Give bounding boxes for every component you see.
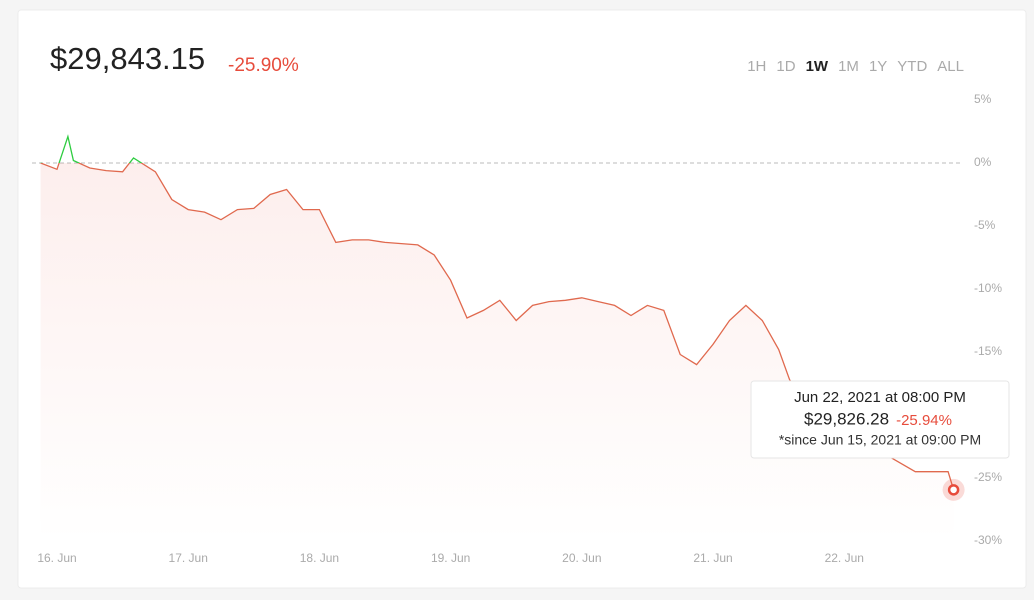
y-tick-label: -25% [974,470,1002,484]
tooltip-date: Jun 22, 2021 at 08:00 PM [794,389,966,406]
marker [947,484,960,496]
y-tick-label: -10% [974,281,1002,295]
tooltip-box [750,380,1010,459]
y-tick-label: -5% [974,218,996,232]
price: $29,843.15 [50,41,205,76]
x-tick-label: 22. Jun [825,551,864,565]
tooltip-price: $29,826.28 [804,409,889,428]
tooltip-change: -25.94% [896,412,952,429]
range-button[interactable]: 1W [806,58,829,75]
tooltip: Jun 22, 2021 at 08:00 PM $29,826.28 -25.94… [750,380,1010,459]
range-button[interactable]: YTD [897,58,927,75]
y-tick-label: -15% [974,344,1002,358]
x-tick-label: 16. Jun [37,551,76,565]
area [40,163,954,541]
change: -25.90% [228,55,299,76]
range-button[interactable]: 1Y [869,58,887,75]
x-tick-label: 20. Jun [562,551,601,565]
x-tick-label: 19. Jun [431,551,470,565]
line [40,163,955,490]
range-button[interactable]: ALL [937,58,964,75]
x-tick-label: 18. Jun [300,551,339,565]
range-buttons: ALL YTD 1Y 1M 1W 1D 1H [747,58,964,75]
range-button[interactable]: 1D [776,58,795,75]
y-tick-label: 5% [974,92,992,106]
x-tick-label: 17. Jun [169,551,208,565]
y-tick-label: 0% [974,155,992,169]
tooltip-note: *since Jun 15, 2021 at 09:00 PM [779,432,981,448]
y-tick-label: -30% [974,533,1002,547]
range-button[interactable]: 1H [747,58,766,75]
range-button[interactable]: 1M [838,58,859,75]
x-tick-label: 21. Jun [693,551,732,565]
